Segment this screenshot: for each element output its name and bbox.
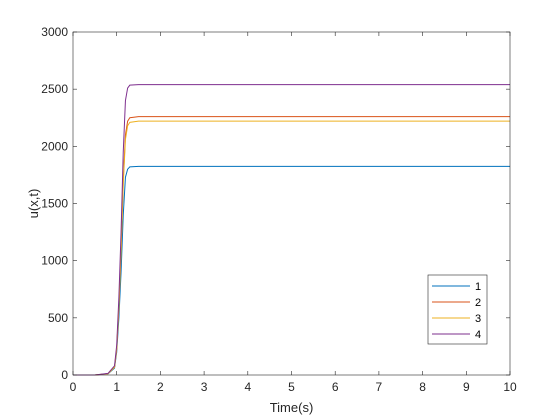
x-tick-label: 8	[419, 380, 426, 394]
x-tick-label: 0	[70, 380, 77, 394]
x-tick-label: 9	[463, 380, 470, 394]
series-line-4	[73, 84, 510, 376]
series-layer	[73, 84, 510, 376]
tick-layer: 0 1 2 3 4 5 6 7 8 9 10 0 500 1000 1500 2000 2500 3000	[41, 25, 517, 394]
x-tick-label: 2	[157, 380, 164, 394]
x-tick-label: 1	[113, 380, 120, 394]
y-axis-label: u(x,t)	[26, 189, 41, 219]
x-tick-label: 5	[288, 380, 295, 394]
y-tick-label: 0	[61, 368, 68, 382]
y-tick-label: 500	[48, 311, 68, 325]
x-tick-label: 6	[332, 380, 339, 394]
series-line-3	[73, 120, 510, 376]
legend-label-4: 4	[475, 329, 481, 341]
y-tick-label: 1500	[41, 197, 68, 211]
y-tick-label: 3000	[41, 25, 68, 39]
x-tick-label: 10	[503, 380, 517, 394]
legend-label-2: 2	[475, 297, 481, 309]
x-tick-label: 7	[376, 380, 383, 394]
x-axis-label: Time(s)	[270, 400, 314, 415]
y-tick-label: 2000	[41, 139, 68, 153]
legend-label-3: 3	[475, 313, 481, 325]
legend: 1 2 3 4	[427, 274, 488, 345]
x-tick-label: 4	[244, 380, 251, 394]
x-tick-label: 3	[201, 380, 208, 394]
legend-label-1: 1	[475, 281, 481, 293]
y-tick-label: 1000	[41, 254, 68, 268]
y-tick-label: 2500	[41, 82, 68, 96]
